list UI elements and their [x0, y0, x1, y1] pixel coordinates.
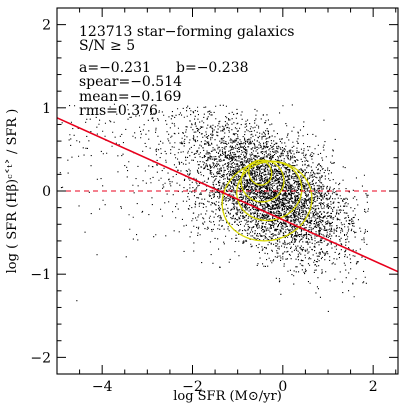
y-tick-label: 1 [42, 101, 51, 117]
y-axis-label: log ( SFR (Hβ)ᶜ˂ᵗ˃ / SFR ) [5, 109, 20, 274]
density-contour-4 [248, 159, 273, 186]
y-tick-label: −2 [30, 350, 51, 366]
y-tick-label: −1 [30, 267, 51, 283]
annotation-rms: rms=0.376 [79, 103, 158, 119]
annotation-signal-noise: S/N ≥ 5 [79, 38, 135, 54]
density-contour-1 [221, 160, 313, 242]
annotation-slope-a: a=−0.231 [79, 60, 151, 76]
x-tick-label: 2 [369, 379, 378, 395]
scatter-point-cloud [59, 103, 370, 312]
axis-ticks: −4 −2 0 2 −2 −1 0 1 2 [30, 7, 398, 395]
y-tick-label: 0 [42, 184, 51, 200]
scatter-points [59, 103, 370, 312]
x-tick-label: −2 [182, 379, 203, 395]
fit-line [56, 117, 399, 273]
density-contours [221, 159, 313, 242]
annotation-mean: mean=−0.169 [79, 89, 181, 105]
x-tick-label: −4 [92, 379, 113, 395]
x-tick-label: 0 [278, 379, 287, 395]
annotation-spearman: spear=−0.514 [79, 74, 182, 90]
y-tick-label: 2 [42, 18, 51, 34]
annotation-intercept-b: b=−0.238 [176, 60, 249, 76]
x-axis-label: log SFR (M⊙/yr) [173, 389, 282, 404]
annotation-sample-size: 123713 star−forming galaxics [79, 24, 295, 40]
